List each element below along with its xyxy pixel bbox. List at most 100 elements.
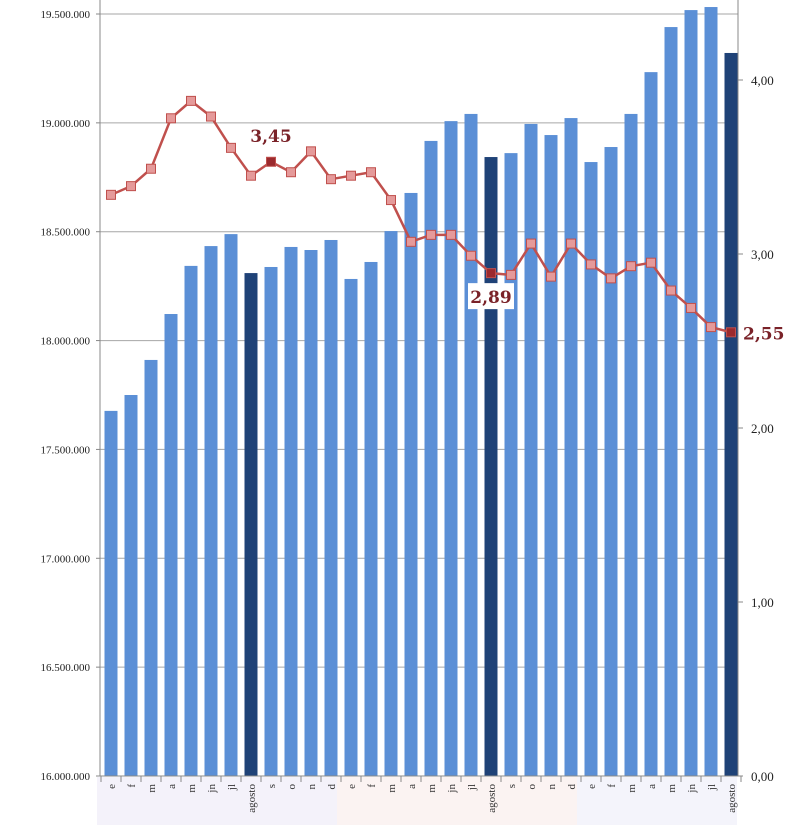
line-marker	[646, 257, 656, 268]
category-label: a	[166, 784, 178, 789]
line-marker	[406, 236, 416, 247]
category-label: n	[306, 784, 318, 790]
line-marker	[386, 195, 396, 206]
bar	[304, 250, 318, 776]
right-axis-label: 0,00	[751, 769, 774, 784]
category-label: m	[426, 784, 438, 793]
right-axis-label: 4,00	[751, 73, 774, 88]
annotation-label: 2,55	[743, 324, 784, 344]
bar	[184, 265, 198, 776]
annotation-background	[468, 283, 514, 310]
line-marker	[566, 238, 576, 249]
line-marker	[206, 111, 216, 122]
right-axis-label: 2,00	[751, 421, 774, 436]
line-marker	[366, 167, 376, 178]
bar	[444, 121, 458, 777]
bar	[584, 162, 598, 776]
category-label: agosto	[246, 784, 258, 813]
line-marker	[146, 163, 156, 174]
bar	[144, 359, 158, 776]
line-marker	[446, 229, 456, 240]
line-marker	[526, 238, 536, 249]
category-label: agosto	[726, 784, 738, 813]
bar	[284, 246, 298, 776]
bar	[564, 118, 578, 776]
category-label: d	[326, 784, 338, 790]
bar	[544, 135, 558, 777]
left-axis-label: 19.000.000	[41, 118, 91, 130]
bar	[344, 278, 358, 776]
category-label: e	[586, 784, 598, 789]
category-label: d	[566, 784, 578, 790]
bar	[104, 410, 118, 776]
bar	[684, 10, 698, 777]
bar	[464, 113, 478, 777]
bar	[424, 140, 438, 776]
line-marker	[606, 273, 616, 284]
line-marker	[346, 170, 356, 181]
left-axis-label: 17.500.000	[41, 444, 91, 456]
line-marker	[426, 229, 436, 240]
category-label: m	[386, 784, 398, 793]
bar	[384, 231, 398, 776]
left-axis-label: 16.000.000	[41, 771, 91, 783]
right-axis-label: 3,00	[751, 247, 774, 262]
category-label: jl	[706, 784, 718, 791]
bar	[124, 395, 138, 776]
bar	[404, 192, 418, 777]
category-label: s	[266, 784, 278, 788]
line-series	[110, 99, 732, 334]
category-label: o	[286, 784, 298, 790]
category-label: f	[606, 784, 618, 788]
bar	[704, 7, 718, 777]
line-marker	[726, 327, 736, 338]
category-band-2	[577, 777, 737, 825]
line-marker	[266, 156, 276, 167]
bar	[624, 113, 638, 777]
bar	[604, 147, 618, 776]
annotation-label: 2,89	[470, 288, 511, 308]
bar	[724, 52, 738, 777]
category-label: jl	[226, 784, 238, 791]
line-marker	[466, 250, 476, 261]
bar	[364, 261, 378, 776]
bar	[224, 234, 238, 777]
bar	[264, 266, 278, 776]
category-label: f	[366, 784, 378, 788]
category-label: jn	[206, 784, 218, 794]
category-label: f	[126, 784, 138, 788]
line-marker	[186, 95, 196, 106]
bar	[504, 153, 518, 776]
category-label: jl	[466, 784, 478, 791]
line-marker	[326, 174, 336, 185]
category-label: m	[186, 784, 198, 793]
category-label: e	[106, 784, 118, 789]
category-label: e	[346, 784, 358, 789]
annotation-label: 3,45	[250, 127, 291, 147]
line-marker	[306, 146, 316, 157]
category-label: s	[506, 784, 518, 788]
line-marker	[686, 302, 696, 313]
left-axis-label: 18.500.000	[41, 227, 91, 239]
bar	[664, 27, 678, 776]
bar	[324, 239, 338, 776]
line-marker	[706, 322, 716, 333]
line-marker	[126, 181, 136, 192]
category-label: a	[406, 784, 418, 789]
category-label: jn	[686, 784, 698, 794]
bar	[164, 314, 178, 776]
line-marker	[546, 271, 556, 282]
line-marker	[226, 142, 236, 153]
category-label: m	[666, 784, 678, 793]
line-marker	[586, 259, 596, 270]
bar	[524, 123, 538, 776]
line-marker	[486, 268, 496, 279]
category-label: n	[546, 784, 558, 790]
category-label: o	[526, 784, 538, 790]
left-axis-label: 18.000.000	[41, 336, 91, 348]
category-band-1	[337, 777, 577, 825]
line-marker	[166, 113, 176, 124]
left-axis-label: 19.500.000	[41, 9, 91, 21]
line-marker	[506, 269, 516, 280]
category-label: jn	[446, 784, 458, 794]
